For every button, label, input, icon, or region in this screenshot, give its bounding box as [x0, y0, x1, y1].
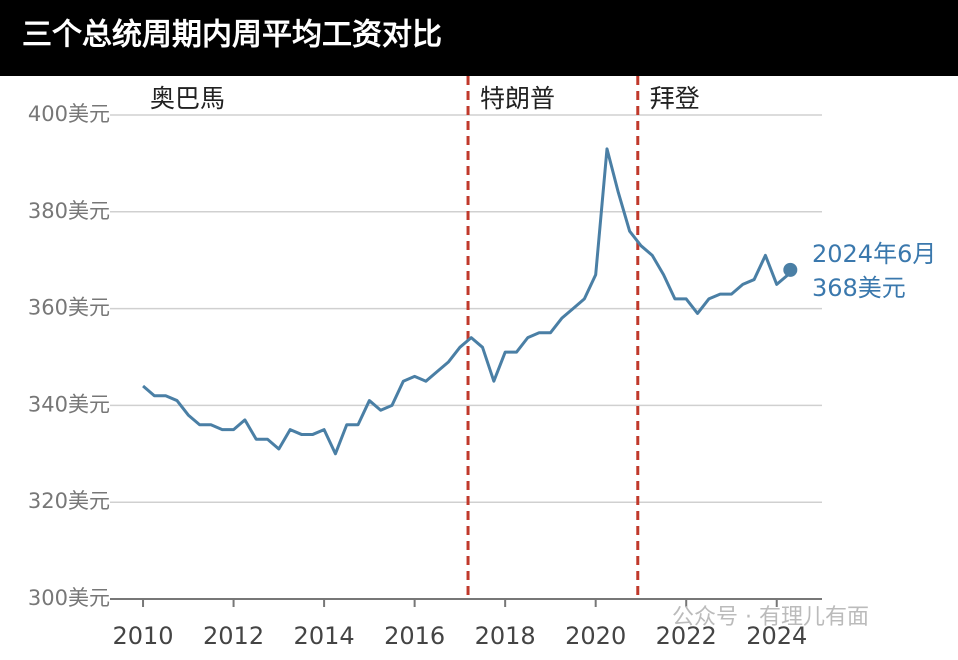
x-tick-label: 2014	[294, 622, 355, 650]
data-line	[142, 147, 790, 456]
highlight-label: 2024年6月	[812, 240, 936, 268]
title-bar	[0, 0, 958, 76]
y-tick-label: 340美元	[28, 392, 110, 416]
y-tick-label: 400美元	[28, 102, 110, 126]
x-tick-label: 2022	[656, 622, 717, 650]
period-label: 奥巴馬	[150, 84, 225, 113]
x-tick-label: 2020	[565, 622, 626, 650]
y-tick-label: 320美元	[28, 489, 110, 513]
watermark: 公众号 · 有理儿有面	[672, 605, 869, 630]
period-label: 拜登	[650, 84, 700, 113]
x-tick-label: 2024	[746, 622, 807, 650]
y-tick-label: 380美元	[28, 199, 110, 223]
period-label: 特朗普	[480, 84, 555, 113]
chart-title: 三个总统周期内周平均工资对比	[22, 18, 442, 53]
y-tick-label: 360美元	[28, 296, 110, 320]
y-tick-label: 300美元	[28, 586, 110, 610]
highlight-value-label: 368美元	[812, 274, 906, 302]
x-tick-label: 2012	[203, 622, 264, 650]
x-tick-label: 2018	[475, 622, 536, 650]
x-tick-label: 2010	[113, 622, 174, 650]
x-tick-label: 2016	[384, 622, 445, 650]
highlight-point	[783, 262, 798, 277]
